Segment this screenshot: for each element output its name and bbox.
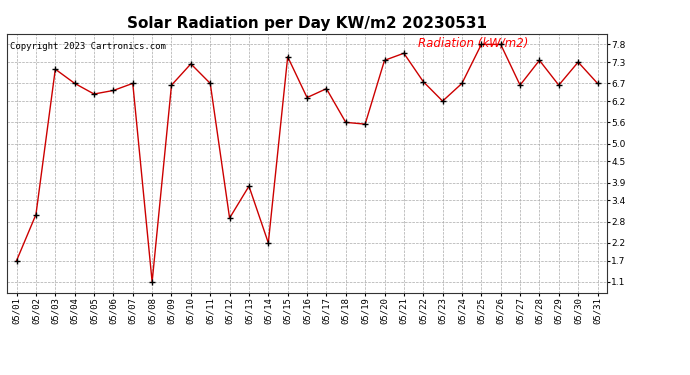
Text: Copyright 2023 Cartronics.com: Copyright 2023 Cartronics.com: [10, 42, 166, 51]
Title: Solar Radiation per Day KW/m2 20230531: Solar Radiation per Day KW/m2 20230531: [127, 16, 487, 31]
Text: Radiation (kW/m2): Radiation (kW/m2): [418, 36, 529, 50]
